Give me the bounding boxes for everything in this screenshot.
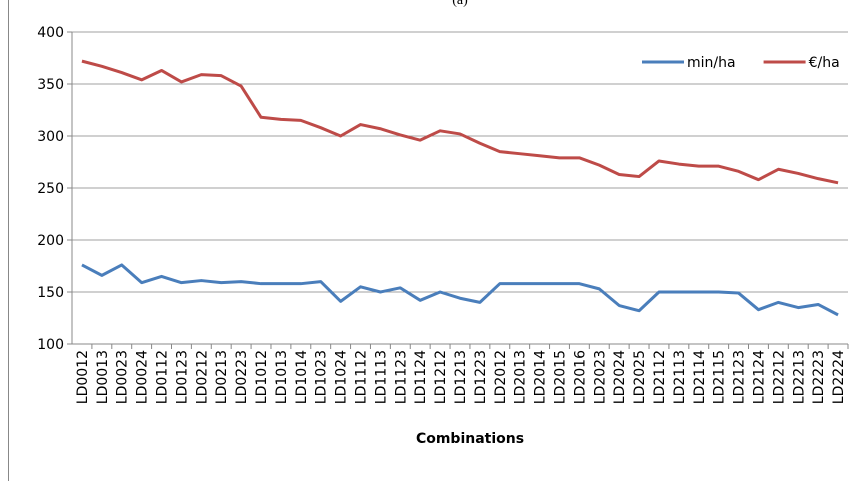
x-tick-label: LD2112 [652,350,668,404]
x-tick-label: LD2224 [831,350,847,404]
x-tick-label: LD2124 [751,350,767,404]
x-tick-label: LD2123 [732,350,748,404]
x-tick-label: LD0213 [214,350,230,404]
x-tick-label: LD1023 [314,350,330,404]
x-tick-label: LD2223 [811,350,827,404]
legend-label: €/ha [809,55,840,71]
x-tick-label: LD1123 [393,350,409,404]
x-tick-label: LD1124 [413,350,429,404]
x-tick-label: LD2013 [513,350,529,404]
x-tick-label: LD2114 [692,350,708,404]
x-tick-label: LD2012 [493,350,509,404]
y-tick-label: 400 [37,25,64,41]
x-tick-label: LD1223 [473,350,489,404]
x-tick-label: LD0112 [155,350,171,404]
legend-label: min/ha [687,55,736,71]
x-tick-label: LD2016 [572,350,588,404]
x-tick-label: LD2115 [712,350,728,404]
x-tick-label: LD0013 [95,350,111,404]
y-tick-label: 350 [37,77,64,93]
x-tick-label: LD2024 [612,350,628,404]
x-axis-title: Combinations [416,431,524,447]
y-tick-label: 250 [37,181,64,197]
x-tick-label: LD2014 [533,350,549,404]
x-tick-label: LD2025 [632,350,648,404]
x-tick-label: LD0223 [234,350,250,404]
series-line [81,59,839,185]
x-tick-label: LD0024 [135,350,151,404]
x-tick-label: LD0212 [194,350,210,404]
x-tick-label: LD1014 [294,350,310,404]
x-tick-label: LD0012 [75,350,91,404]
x-tick-label: LD2213 [791,350,807,404]
x-tick-label: LD2015 [552,350,568,404]
y-tick-label: 100 [37,337,64,353]
y-tick-label: 150 [37,285,64,301]
y-tick-label: 200 [37,233,64,249]
x-tick-label: LD2113 [672,350,688,404]
x-tick-label: LD2212 [771,350,787,404]
x-tick-label: LD0123 [174,350,190,404]
x-tick-label: LD2023 [592,350,608,404]
x-tick-label: LD1213 [453,350,469,404]
x-tick-label: LD1013 [274,350,290,404]
x-tick-label: LD1112 [354,350,370,404]
x-tick-label: LD1024 [334,350,350,404]
x-tick-label: LD1113 [373,350,389,404]
y-tick-label: 300 [37,129,64,145]
x-tick-label: LD1212 [433,350,449,404]
series-line [81,263,839,317]
x-tick-label: LD1012 [254,350,270,404]
chart-title: (a) [452,0,468,8]
x-tick-label: LD0023 [115,350,131,404]
